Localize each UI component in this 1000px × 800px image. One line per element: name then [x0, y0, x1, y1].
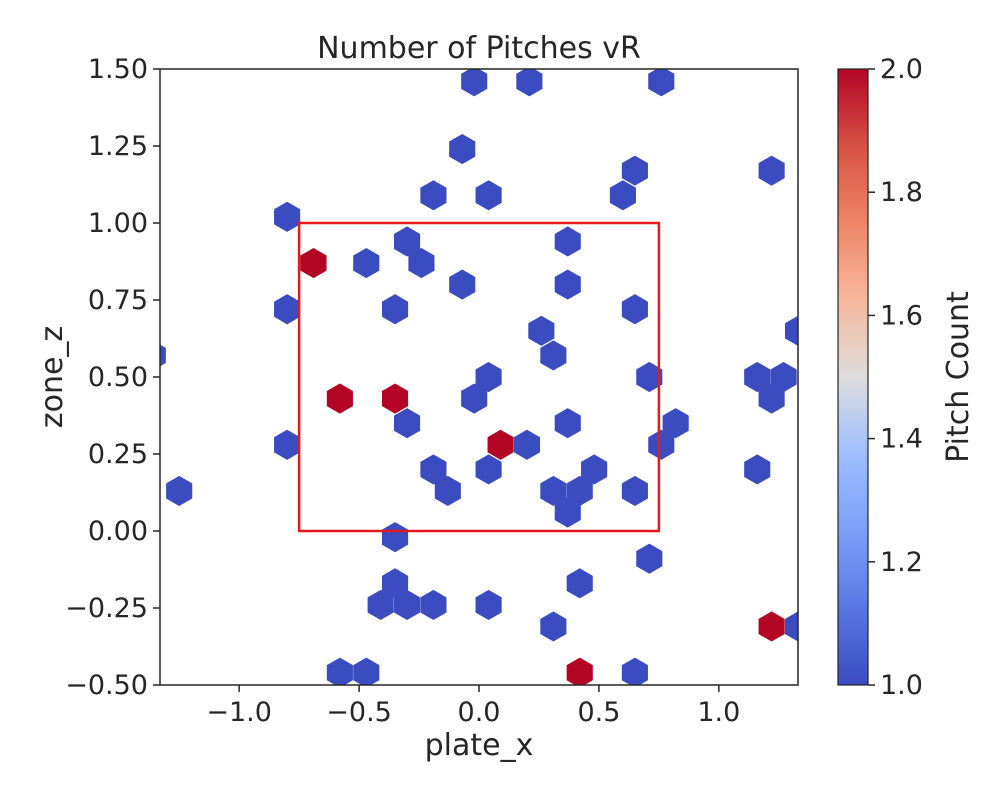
y-axis-title: zone_z [35, 326, 70, 428]
hexbin-cell [461, 69, 488, 97]
y-tick-label: −0.25 [65, 593, 148, 624]
hexbin-cell [475, 589, 502, 620]
x-axis-title: plate_x [425, 728, 534, 763]
hexbin-cell [300, 247, 327, 279]
colorbar-tick-label: 1.4 [880, 424, 923, 455]
hexbin-cell [326, 383, 353, 414]
hexbin-cell [648, 69, 675, 97]
hexbin-cell [621, 657, 648, 685]
hexbin-cell [566, 568, 593, 599]
hexbin-cell [166, 475, 193, 507]
hexbin-cell [566, 657, 593, 685]
hexbin-cell [528, 315, 555, 346]
hexbin-cell [784, 611, 798, 642]
y-tick-label: 0.25 [88, 439, 148, 470]
hexbin-cell [662, 408, 689, 439]
colorbar-tick-label: 1.2 [880, 547, 923, 578]
strike-zone-box [297, 221, 661, 533]
y-tick-label: 0.00 [88, 516, 148, 547]
hexbin-cell [475, 180, 502, 211]
hexbin-cell [449, 269, 476, 300]
hexbin-cell [449, 134, 476, 165]
y-tick-label: 1.25 [88, 131, 148, 162]
hexbin-cell [744, 361, 771, 393]
colorbar-tick-label: 2.0 [880, 54, 923, 85]
hexbin-cell [420, 454, 447, 485]
hexbin-cell [758, 611, 785, 642]
y-tick-label: 1.00 [88, 208, 148, 239]
hexbin-cell [581, 454, 608, 485]
x-tick-label: 1.0 [697, 697, 740, 728]
hexbin-cell [475, 361, 502, 393]
hexbin-cell [758, 383, 785, 414]
hexbin-cell [475, 454, 502, 485]
hexbin-cell [420, 589, 447, 620]
hexbin-cell [540, 340, 567, 371]
hexbin-cell [274, 201, 301, 232]
y-tick-label: 1.50 [88, 54, 148, 85]
hexbin-cell [382, 383, 409, 414]
hexbin-cell [367, 589, 394, 620]
hexbin-cell [420, 180, 447, 211]
hexbin-layer [160, 69, 798, 685]
chart-title: Number of Pitches vR [317, 31, 641, 66]
y-tick-label: −0.50 [65, 670, 148, 701]
hexbin-cell [636, 361, 663, 393]
colorbar-tick-label: 1.0 [880, 670, 923, 701]
hexbin-cell [393, 226, 421, 257]
hexbin-cell [648, 429, 675, 460]
hexbin-cell [353, 247, 380, 279]
hexbin-cell [516, 69, 543, 97]
colorbar-ticks: 1.0 1.2 1.4 1.6 1.8 2.0 [868, 54, 923, 701]
x-tick-label: 0.5 [577, 697, 620, 728]
hexbin-cell [408, 247, 435, 279]
hexbin-cell [393, 408, 421, 439]
hexbin-cell [554, 269, 581, 300]
hexbin-cell [554, 408, 581, 439]
hexbin-cell [461, 383, 488, 414]
hexbin-cell [554, 226, 581, 257]
hexbin-cell [487, 429, 514, 460]
hexbin-cell [353, 657, 380, 685]
x-tick-label: −0.5 [326, 697, 392, 728]
y-axis-ticks: −0.50 −0.25 0.00 0.25 0.50 0.75 1.00 1.25 1.50 [65, 54, 160, 701]
colorbar-tick-label: 1.6 [880, 300, 923, 331]
colorbar-label: Pitch Count [941, 291, 976, 463]
colorbar-tick-label: 1.8 [880, 177, 923, 208]
hexbin-cell [621, 294, 648, 325]
x-tick-label: 0.0 [458, 697, 501, 728]
hexbin-cell [609, 180, 636, 211]
x-tick-label: −1.0 [206, 697, 272, 728]
hexbin-cell [434, 475, 461, 507]
hexbin-cell [621, 155, 648, 186]
hexbin-cell [513, 429, 541, 460]
hexbin-cell [160, 344, 166, 367]
hexbin-cell [636, 543, 663, 574]
hexbin-cell [758, 155, 785, 186]
hexbin-cell [744, 454, 771, 485]
hexbin-cell [382, 294, 409, 325]
hexbin-cell [554, 497, 581, 528]
hexbin-cell [540, 475, 567, 507]
hexbin-cell [393, 589, 421, 620]
x-axis-ticks: −1.0 −0.5 0.0 0.5 1.0 [206, 685, 740, 728]
hexbin-cell [326, 657, 353, 685]
y-tick-label: 0.50 [88, 362, 148, 393]
hexbin-cell [784, 315, 798, 346]
hexbin-cell [540, 611, 567, 642]
colorbar [837, 68, 869, 686]
hexbin-cell [621, 475, 648, 507]
y-tick-label: 0.75 [88, 285, 148, 316]
